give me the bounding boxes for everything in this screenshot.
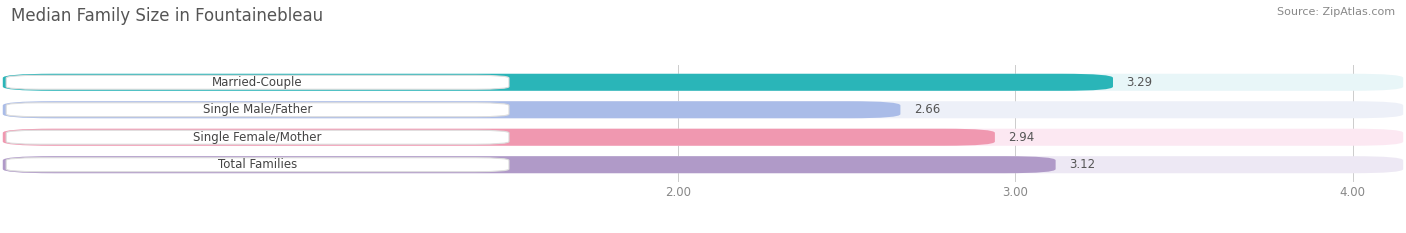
FancyBboxPatch shape: [6, 130, 509, 144]
FancyBboxPatch shape: [3, 101, 900, 118]
FancyBboxPatch shape: [3, 156, 1403, 173]
Text: Source: ZipAtlas.com: Source: ZipAtlas.com: [1277, 7, 1395, 17]
FancyBboxPatch shape: [3, 74, 1403, 91]
FancyBboxPatch shape: [3, 101, 1403, 118]
Text: 2.94: 2.94: [1008, 131, 1035, 144]
Text: 3.12: 3.12: [1069, 158, 1095, 171]
FancyBboxPatch shape: [3, 156, 1056, 173]
FancyBboxPatch shape: [6, 75, 509, 89]
FancyBboxPatch shape: [3, 129, 1403, 146]
FancyBboxPatch shape: [6, 103, 509, 117]
Text: Median Family Size in Fountainebleau: Median Family Size in Fountainebleau: [11, 7, 323, 25]
Text: 3.29: 3.29: [1126, 76, 1153, 89]
Text: Single Female/Mother: Single Female/Mother: [194, 131, 322, 144]
Text: 2.66: 2.66: [914, 103, 941, 116]
FancyBboxPatch shape: [3, 74, 1114, 91]
Text: Married-Couple: Married-Couple: [212, 76, 302, 89]
FancyBboxPatch shape: [6, 158, 509, 172]
FancyBboxPatch shape: [3, 129, 995, 146]
Text: Single Male/Father: Single Male/Father: [202, 103, 312, 116]
Text: Total Families: Total Families: [218, 158, 297, 171]
